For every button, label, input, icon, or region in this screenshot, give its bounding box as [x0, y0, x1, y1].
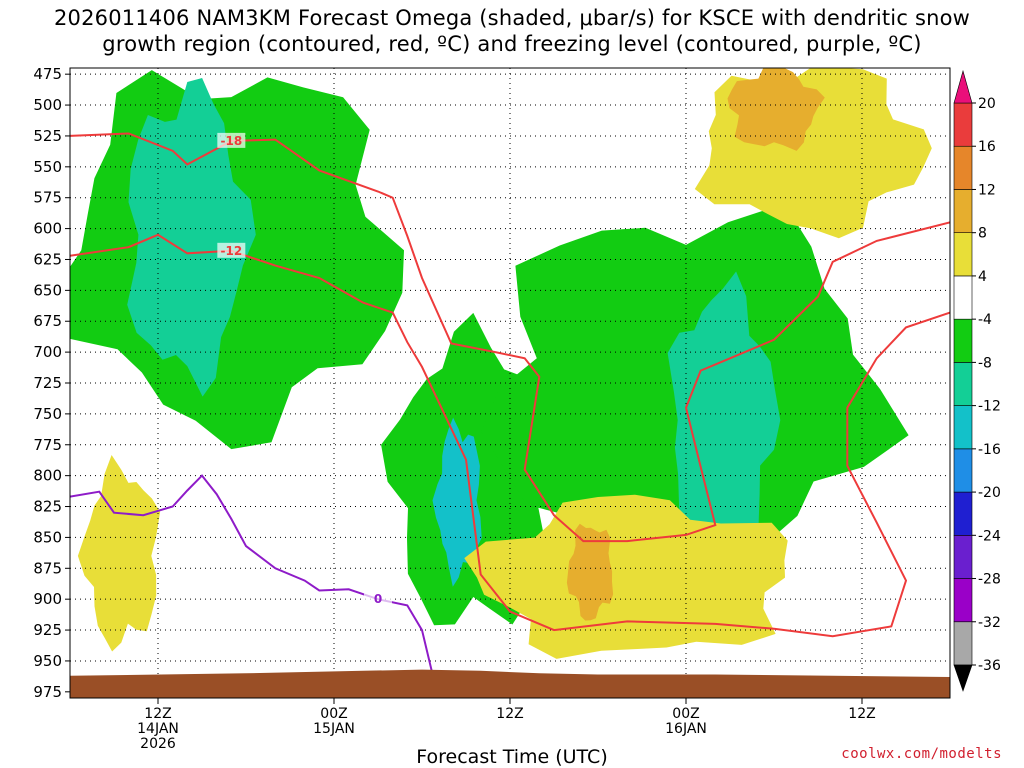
y-tick-label: 600 [33, 220, 62, 238]
contour-label-bg [217, 132, 246, 148]
x-axis-title: Forecast Time (UTC) [416, 746, 608, 768]
colorbar-label: 4 [978, 269, 987, 285]
contour-line--18 [70, 132, 950, 543]
x-tick-label: 12Z [848, 706, 875, 722]
colorbar-swatch [953, 318, 973, 363]
colorbar-label: -24 [978, 528, 1001, 544]
temperature-contours: -18 -12 0 [70, 132, 950, 693]
colorbar-label: -12 [978, 399, 1001, 415]
contour-label--18: -18 [220, 134, 242, 148]
y-tick-label: 575 [33, 189, 62, 207]
omega-region--12_-8 [127, 78, 256, 397]
colorbar-swatch [953, 145, 973, 190]
x-tick-label: 00Z [320, 706, 347, 722]
colorbar-swatch [953, 232, 973, 277]
colorbar-swatch [953, 448, 973, 493]
x-tick-label: 12Z [144, 706, 171, 722]
colorbar-swatch [953, 189, 973, 233]
colorbar-legend: 20 16 12 8 4 -4 -8 -12 -16 -20 -24 -28 -32 -36 [953, 69, 1001, 692]
y-tick-label: 475 [33, 65, 62, 83]
colorbar-label: -16 [978, 442, 1001, 458]
y-tick-label: 500 [33, 96, 62, 114]
colorbar-swatch [953, 275, 973, 320]
colorbar-top-arrow [953, 69, 973, 104]
x-tick-label: 14JAN [137, 721, 179, 737]
omega-shading [70, 68, 932, 659]
colorbar-label: -28 [978, 572, 1001, 588]
y-tick-label: 850 [33, 528, 62, 546]
omega-region-4_8 [464, 494, 788, 659]
y-tick-label: 900 [33, 590, 62, 608]
terrain [70, 669, 950, 698]
chart-title-line-1: 2026011406 NAM3KM Forecast Omega (shaded… [53, 6, 971, 30]
y-tick-label: 875 [33, 559, 62, 577]
contour-label-bg [217, 242, 246, 258]
x-tick-label: 16JAN [665, 721, 707, 737]
colorbar-label: -32 [978, 615, 1001, 631]
omega-region--16_-12 [432, 417, 482, 587]
colorbar-swatch [953, 102, 973, 147]
omega-region-4_8 [77, 455, 161, 652]
colorbar-swatch [953, 535, 973, 579]
colorbar-label: -4 [978, 312, 992, 328]
contour-label-0: 0 [374, 592, 382, 606]
x-tick-label: 15JAN [313, 721, 355, 737]
credit-text: coolwx.com/modelts [841, 746, 1002, 762]
y-tick-label: 800 [33, 467, 62, 485]
y-tick-label: 775 [33, 436, 62, 454]
x-tick-label: 2026 [140, 736, 176, 752]
terrain-surface [70, 669, 950, 698]
colorbar-swatch [953, 578, 973, 623]
y-tick-label: 650 [33, 281, 62, 299]
chart-title-line-2: growth region (contoured, red, ºC) and f… [102, 32, 922, 56]
y-tick-label: 725 [33, 374, 62, 392]
x-tick-label: 12Z [496, 706, 523, 722]
omega-region-8_12 [727, 68, 825, 151]
contour-label--12: -12 [220, 244, 242, 258]
x-tick-label: 00Z [672, 706, 699, 722]
colorbar-bottom-arrow [953, 664, 973, 692]
omega-region-8_12 [566, 523, 614, 621]
colorbar-label: 16 [978, 139, 996, 155]
colorbar-label: -8 [978, 355, 992, 371]
y-tick-label: 625 [33, 250, 62, 268]
y-tick-label: 675 [33, 312, 62, 330]
colorbar-swatch [953, 621, 973, 666]
contour-label-bg [364, 591, 392, 607]
y-tick-label: 700 [33, 343, 62, 361]
y-tick-label: 750 [33, 405, 62, 423]
omega-region--12_-8 [667, 271, 781, 553]
y-tick-label: 925 [33, 621, 62, 639]
y-axis: 475 500 525 550 575 600 625 650 675 700 725 750 775 8… [33, 65, 70, 701]
y-tick-label: 550 [33, 158, 62, 176]
colorbar-swatch [953, 491, 973, 536]
colorbar-swatch [953, 362, 973, 406]
y-tick-label: 825 [33, 498, 62, 516]
colorbar-label: 8 [978, 226, 987, 242]
colorbar-swatch [953, 405, 973, 450]
y-tick-label: 525 [33, 127, 62, 145]
colorbar-label: 20 [978, 96, 996, 112]
colorbar-label: -20 [978, 485, 1001, 501]
colorbar-label: 12 [978, 182, 996, 198]
colorbar-label: -36 [978, 658, 1001, 674]
contour-line--12 [70, 233, 950, 638]
y-tick-label: 950 [33, 652, 62, 670]
y-tick-label: 975 [33, 683, 62, 701]
